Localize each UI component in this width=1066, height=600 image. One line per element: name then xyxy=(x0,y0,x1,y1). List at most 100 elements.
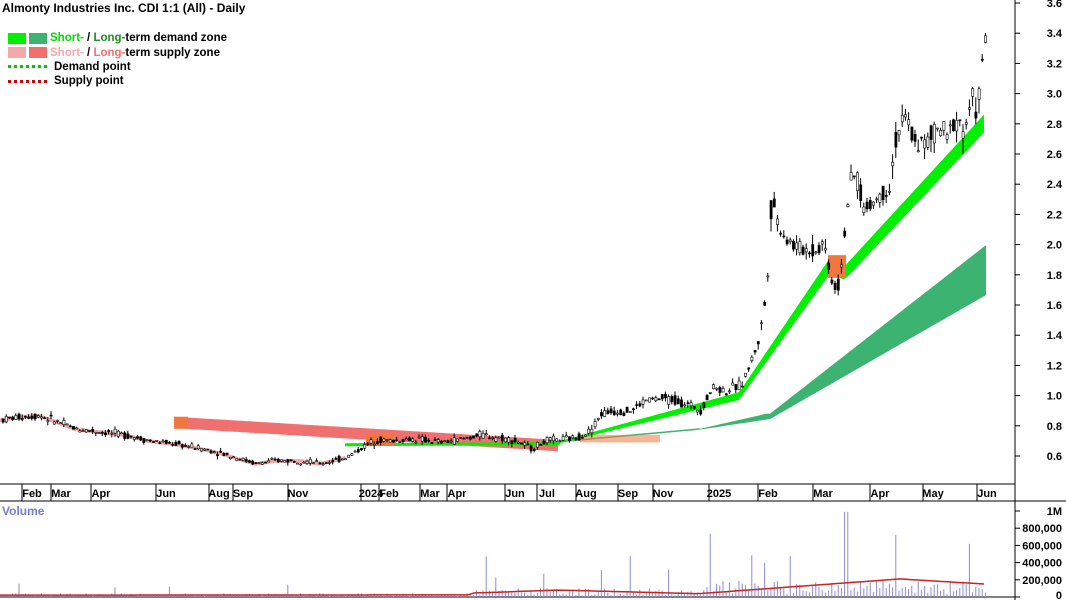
candle-body xyxy=(126,433,130,439)
volume-bars xyxy=(0,511,986,597)
candle-body xyxy=(782,235,786,238)
candle-body xyxy=(856,172,859,191)
volume-moving-average xyxy=(0,578,985,596)
candle-body xyxy=(817,245,821,254)
candle-body xyxy=(683,404,687,407)
candle-body xyxy=(625,406,629,413)
candle-body xyxy=(840,264,843,268)
candle-body xyxy=(504,437,507,443)
candle-body xyxy=(580,437,584,439)
candle-body xyxy=(923,139,927,149)
date-tick-label: Apr xyxy=(92,488,112,500)
candle-body xyxy=(401,439,405,443)
candle-body xyxy=(315,460,319,462)
candle-body xyxy=(916,150,920,153)
candle-body xyxy=(753,350,757,353)
candle-body xyxy=(654,397,658,401)
candle-body xyxy=(196,445,200,449)
candle-body xyxy=(203,448,207,451)
short-demand-swatch xyxy=(8,32,26,44)
candle-body xyxy=(420,436,424,442)
candle-body xyxy=(408,437,411,442)
candle-body xyxy=(542,440,546,445)
candle-body xyxy=(584,434,587,437)
candle-body xyxy=(878,193,882,203)
date-tick-label: Aug xyxy=(208,488,229,500)
candle-body xyxy=(744,372,747,377)
candle-body xyxy=(635,404,639,406)
candle-body xyxy=(417,436,421,439)
candle-body xyxy=(689,402,693,407)
candle-body xyxy=(465,436,469,439)
legend-long-prefix: Long- xyxy=(93,32,126,45)
candle-body xyxy=(731,382,735,386)
candle-body xyxy=(472,435,475,439)
candle-body xyxy=(286,459,290,463)
legend-short-prefix: Short- xyxy=(50,46,84,59)
candle-body xyxy=(894,132,898,148)
candle-body xyxy=(344,458,347,460)
price-tick-label: 1.0 xyxy=(1047,391,1062,403)
candle-body xyxy=(673,395,677,405)
candle-body xyxy=(302,461,306,464)
candle-body xyxy=(952,119,955,132)
candle-body xyxy=(78,430,82,433)
legend-supply-point-label: Supply point xyxy=(54,75,124,88)
candle-body xyxy=(52,421,56,425)
candle-body xyxy=(843,230,847,237)
candle-body xyxy=(100,432,104,434)
candle-body xyxy=(616,412,619,415)
price-tick-label: 0.8 xyxy=(1047,421,1062,433)
candle-body xyxy=(913,134,917,142)
date-tick-label: Jul xyxy=(539,488,555,500)
candle-body xyxy=(766,275,770,278)
candle-body xyxy=(715,387,719,390)
candle-body xyxy=(612,410,616,416)
candle-body xyxy=(724,393,728,396)
candle-body xyxy=(699,409,703,415)
candle-body xyxy=(651,397,655,400)
candle-body xyxy=(312,462,315,465)
candle-body xyxy=(299,463,303,466)
candle-body xyxy=(577,433,581,441)
candle-body xyxy=(184,445,187,447)
candle-body xyxy=(763,301,767,306)
candle-body xyxy=(667,396,671,405)
candle-body xyxy=(363,444,367,449)
candle-body xyxy=(171,444,175,446)
candle-body xyxy=(241,457,245,461)
volume-tick-label: 200,000 xyxy=(1022,575,1062,587)
candle-body xyxy=(968,107,971,110)
candle-body xyxy=(139,436,143,441)
candle-body xyxy=(398,441,402,443)
date-tick-label: Jun xyxy=(156,488,176,500)
legend-long-prefix: Long- xyxy=(93,46,126,59)
candle-body xyxy=(113,428,117,434)
candle-body xyxy=(433,439,437,441)
candle-body xyxy=(36,415,40,418)
date-tick-label: 2025 xyxy=(707,488,731,500)
candle-body xyxy=(804,248,808,253)
candle-body xyxy=(155,440,159,442)
candle-body xyxy=(875,198,879,201)
candle-body xyxy=(788,239,792,242)
candle-body xyxy=(494,437,498,442)
date-tick-label: Sep xyxy=(618,488,638,500)
candle-body xyxy=(20,418,24,420)
candle-body xyxy=(254,462,258,464)
candle-body xyxy=(24,415,27,418)
legend-supply-point: Supply point xyxy=(8,74,227,88)
candle-body xyxy=(676,398,680,405)
candle-body xyxy=(193,448,197,450)
candle-body xyxy=(158,442,162,444)
candle-body xyxy=(523,442,527,446)
candle-body xyxy=(440,440,443,444)
candle-body xyxy=(513,437,517,442)
candle-body xyxy=(564,435,568,438)
candle-body xyxy=(955,119,959,132)
candle-body xyxy=(91,429,95,433)
candle-body xyxy=(904,114,907,118)
candle-body xyxy=(510,440,514,444)
legend-demand-point-label: Demand point xyxy=(54,60,131,73)
